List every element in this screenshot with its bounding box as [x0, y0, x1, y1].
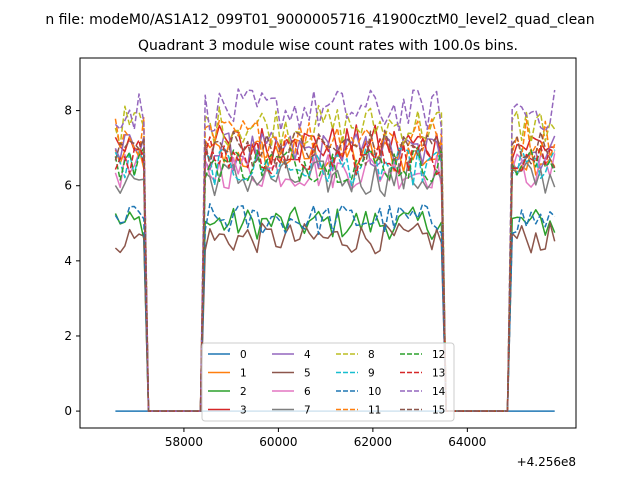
y-tick-label: 2 [64, 329, 72, 343]
legend-label: 8 [368, 349, 375, 361]
legend-label: 1 [240, 368, 247, 380]
legend-label: 7 [304, 405, 311, 417]
legend-label: 15 [432, 405, 445, 417]
legend-label: 3 [240, 405, 247, 417]
legend-box [201, 342, 455, 422]
legend-label: 0 [240, 349, 247, 361]
series-line-15 [114, 129, 556, 412]
chart-title: Quadrant 3 module wise count rates with … [138, 38, 518, 54]
y-tick-label: 8 [64, 104, 72, 118]
plot-lines [114, 88, 556, 412]
figure-suptitle: n file: modeM0/AS1A12_099T01_9000005716_… [45, 12, 594, 28]
legend-label: 10 [368, 386, 381, 398]
legend-label: 14 [432, 386, 446, 398]
legend-label: 2 [240, 386, 247, 398]
legend-label: 5 [304, 368, 311, 380]
legend-label: 4 [304, 349, 311, 361]
y-tick-label: 6 [64, 179, 72, 193]
legend-label: 11 [368, 405, 381, 417]
plot-frame [79, 57, 577, 429]
x-tick-label: 58000 [165, 435, 203, 449]
x-tick-label: 60000 [259, 435, 297, 449]
legend-label: 6 [304, 386, 311, 398]
y-tick-label: 4 [64, 254, 72, 268]
x-offset-label: +4.256e8 [517, 455, 576, 469]
legend-label: 9 [368, 368, 375, 380]
y-axis: 0 2 4 6 8 [64, 104, 80, 418]
legend-label: 13 [432, 368, 445, 380]
x-tick-label: 64000 [448, 435, 486, 449]
x-axis: 58000 60000 62000 64000 [165, 428, 486, 449]
legend-label: 12 [432, 349, 445, 361]
x-tick-label: 62000 [354, 435, 392, 449]
y-tick-label: 0 [64, 404, 72, 418]
